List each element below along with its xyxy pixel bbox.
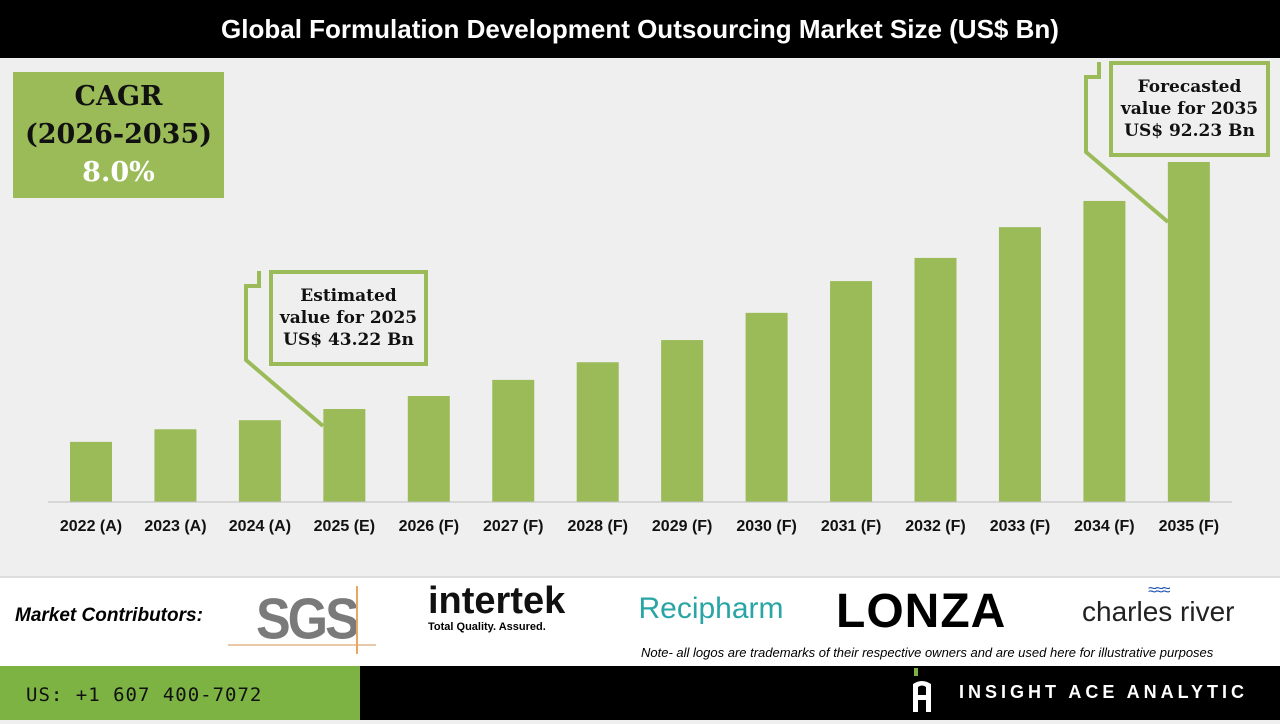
insight-ace-logo-icon <box>913 668 931 712</box>
callout-line: Estimated <box>300 286 397 306</box>
cagr-label: CAGR <box>74 81 163 112</box>
x-tick-label: 2030 (F) <box>736 518 796 535</box>
cagr-box: CAGR (2026-2035) 8.0% <box>13 72 224 198</box>
bar <box>154 429 197 502</box>
forecast-callout: Forecasted value for 2035 US$ 92.23 Bn <box>1109 61 1270 157</box>
x-tick-label: 2032 (F) <box>905 518 965 535</box>
x-tick-label: 2027 (F) <box>483 518 543 535</box>
bar <box>914 257 957 502</box>
trademark-note: Note- all logos are trademarks of their … <box>641 645 1214 660</box>
bar <box>1167 162 1210 503</box>
bar <box>998 227 1041 502</box>
recipharm-logo: Recipharm <box>638 578 784 640</box>
sgs-logo: SGS <box>228 586 376 654</box>
bar <box>576 362 619 502</box>
callout-line: value for 2025 <box>279 308 418 328</box>
lonza-logo: LONZA <box>836 585 1007 638</box>
x-tick-label: 2022 (A) <box>60 518 122 535</box>
chart-title: Global Formulation Development Outsourci… <box>0 0 1280 58</box>
x-tick-label: 2024 (A) <box>229 518 291 535</box>
contributors-label: Market Contributors: <box>15 605 203 626</box>
bar <box>492 379 535 502</box>
x-tick-label: 2023 (A) <box>144 518 206 535</box>
estimated-callout: Estimated value for 2025 US$ 43.22 Bn <box>269 270 428 366</box>
intertek-logo: intertek Total Quality. Assured. <box>428 580 565 633</box>
x-tick-label: 2029 (F) <box>652 518 712 535</box>
callout-line: Forecasted <box>1137 77 1242 97</box>
bar <box>661 340 704 502</box>
bar <box>745 312 788 502</box>
x-tick-label: 2026 (F) <box>399 518 459 535</box>
charles-river-text: charles river <box>1082 596 1235 627</box>
estimated-leader-line <box>244 271 325 428</box>
callout-line: value for 2035 <box>1120 99 1259 119</box>
x-tick-label: 2033 (F) <box>990 518 1050 535</box>
x-tick-label: 2034 (F) <box>1074 518 1134 535</box>
x-tick-label: 2028 (F) <box>567 518 627 535</box>
sgs-logo-text: SGS <box>256 588 360 652</box>
callout-line: US$ 43.22 Bn <box>283 330 414 350</box>
wave-icon: ≈≈≈ <box>1148 582 1170 599</box>
x-tick-label: 2035 (F) <box>1159 518 1219 535</box>
x-tick-label: 2025 (E) <box>314 518 375 535</box>
bar <box>323 409 366 502</box>
phone-number[interactable]: US: +1 607 400-7072 <box>0 666 360 720</box>
intertek-tagline: Total Quality. Assured. <box>428 621 546 633</box>
recipharm-text: Recipharm <box>638 592 784 625</box>
brand-name: INSIGHT ACE ANALYTIC <box>958 682 1248 702</box>
bar <box>407 396 450 502</box>
charles-river-logo: ≈≈≈ charles river <box>1082 582 1234 628</box>
cagr-value: 8.0% <box>82 157 155 188</box>
contributors-strip: Market Contributors: SGS intertek Total … <box>0 576 1280 666</box>
x-tick-label: 2031 (F) <box>821 518 881 535</box>
bar <box>70 441 112 502</box>
brand-bar: INSIGHT ACE ANALYTIC <box>360 666 1280 720</box>
intertek-text: intertek <box>428 580 566 622</box>
bar <box>1083 200 1126 502</box>
forecast-leader-line <box>1084 62 1170 224</box>
bar <box>830 281 873 502</box>
callout-line: US$ 92.23 Bn <box>1124 121 1255 141</box>
bar-chart: 2022 (A) 2023 (A) 2024 (A) 2025 (E) 2026 (F)… <box>48 62 1232 535</box>
bar <box>238 420 281 502</box>
cagr-period: (2026-2035) <box>24 119 213 150</box>
